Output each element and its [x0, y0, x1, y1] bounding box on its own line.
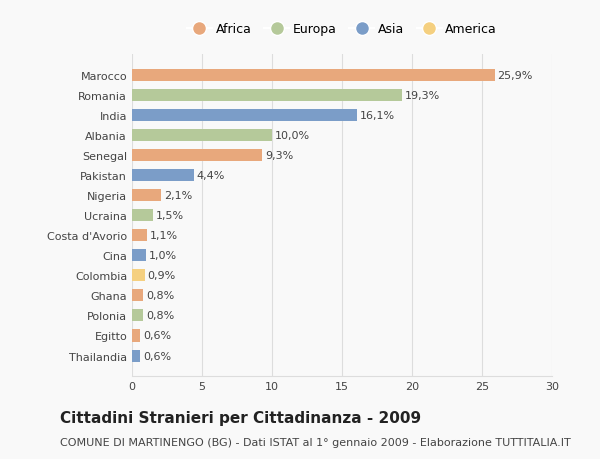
Text: 1,1%: 1,1% — [150, 231, 178, 241]
Bar — [132, 350, 140, 362]
Legend: Africa, Europa, Asia, America: Africa, Europa, Asia, America — [183, 20, 501, 40]
Text: 0,8%: 0,8% — [146, 291, 174, 301]
Bar — [132, 170, 194, 182]
Text: 10,0%: 10,0% — [275, 131, 310, 141]
Bar — [132, 90, 402, 102]
Bar — [132, 110, 358, 122]
Bar — [132, 130, 272, 142]
Bar — [132, 290, 143, 302]
Bar — [132, 310, 143, 322]
Text: 0,6%: 0,6% — [143, 331, 172, 341]
Bar — [132, 150, 262, 162]
Text: 9,3%: 9,3% — [265, 151, 293, 161]
Text: 25,9%: 25,9% — [497, 71, 533, 81]
Text: Cittadini Stranieri per Cittadinanza - 2009: Cittadini Stranieri per Cittadinanza - 2… — [60, 410, 421, 425]
Bar — [132, 270, 145, 282]
Text: 4,4%: 4,4% — [196, 171, 225, 181]
Text: 0,6%: 0,6% — [143, 351, 172, 361]
Text: 0,9%: 0,9% — [148, 271, 176, 281]
Text: 16,1%: 16,1% — [360, 111, 395, 121]
Bar — [132, 210, 153, 222]
Bar — [132, 230, 148, 242]
Bar — [132, 190, 161, 202]
Text: 2,1%: 2,1% — [164, 191, 193, 201]
Text: COMUNE DI MARTINENGO (BG) - Dati ISTAT al 1° gennaio 2009 - Elaborazione TUTTITA: COMUNE DI MARTINENGO (BG) - Dati ISTAT a… — [60, 437, 571, 447]
Bar — [132, 250, 146, 262]
Text: 1,0%: 1,0% — [149, 251, 177, 261]
Bar — [132, 70, 494, 82]
Bar — [132, 330, 140, 342]
Text: 19,3%: 19,3% — [405, 91, 440, 101]
Text: 1,5%: 1,5% — [156, 211, 184, 221]
Text: 0,8%: 0,8% — [146, 311, 174, 321]
